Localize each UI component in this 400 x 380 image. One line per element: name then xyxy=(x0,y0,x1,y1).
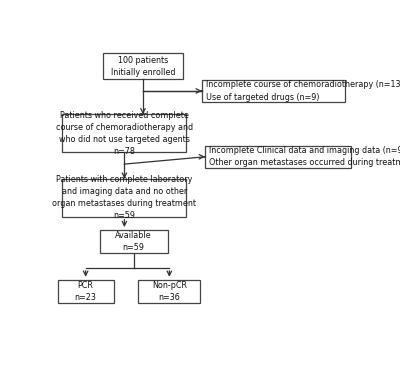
Text: Incomplete course of chemoradiotherapy (n=13)
Use of targeted drugs (n=9): Incomplete course of chemoradiotherapy (… xyxy=(206,81,400,101)
FancyBboxPatch shape xyxy=(62,179,186,217)
FancyBboxPatch shape xyxy=(202,80,344,102)
FancyBboxPatch shape xyxy=(103,53,183,79)
FancyBboxPatch shape xyxy=(205,146,351,168)
Text: PCR
n=23: PCR n=23 xyxy=(75,281,96,302)
Text: Non-pCR
n=36: Non-pCR n=36 xyxy=(152,281,187,302)
Text: Patients with complete laboratory
and imaging data and no other
organ metastases: Patients with complete laboratory and im… xyxy=(52,175,196,220)
Text: Incomplete Clinical data and imaging data (n=9)
Other organ metastases occurred : Incomplete Clinical data and imaging dat… xyxy=(209,146,400,167)
Text: Available
n=59: Available n=59 xyxy=(115,231,152,252)
FancyBboxPatch shape xyxy=(58,280,114,303)
FancyBboxPatch shape xyxy=(138,280,200,303)
FancyBboxPatch shape xyxy=(100,230,168,253)
FancyBboxPatch shape xyxy=(62,114,186,152)
Text: Patients who received complete
course of chemoradiotherapy and
who did not use t: Patients who received complete course of… xyxy=(56,111,193,156)
Text: 100 patients
Initially enrolled: 100 patients Initially enrolled xyxy=(111,55,175,77)
